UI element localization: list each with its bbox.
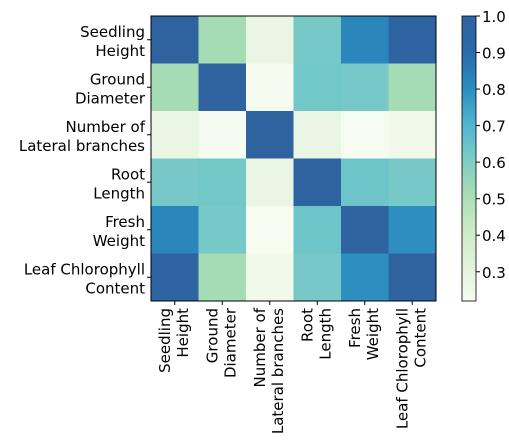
heatmap-cell	[151, 111, 199, 159]
heatmap-cell	[246, 253, 294, 302]
colorbar-tick-label: 0.4	[482, 227, 506, 245]
row-label: Root	[111, 165, 145, 183]
heatmap-cell	[388, 253, 437, 302]
column-label: Length	[316, 308, 334, 360]
heatmap-cell	[246, 16, 294, 64]
column-label: Lateral branches	[269, 308, 287, 434]
heatmap-cell	[293, 253, 342, 302]
row-label: Fresh	[105, 213, 145, 231]
heatmap-cell	[341, 16, 389, 64]
column-label: Root	[298, 308, 316, 342]
column-label: Diameter	[221, 307, 239, 378]
heatmap-cell	[388, 16, 437, 64]
column-label: Seedling	[156, 308, 174, 373]
row-label: Leaf Chlorophyll	[24, 260, 145, 278]
colorbar-tick-label: 0.8	[482, 81, 506, 99]
row-label: Ground	[90, 70, 145, 88]
heatmap-cell	[388, 111, 437, 159]
heatmap-cell	[246, 63, 294, 112]
heatmap-cell	[198, 111, 247, 159]
heatmap-cell	[198, 16, 247, 64]
heatmap-cell	[151, 253, 199, 302]
heatmap-cells	[151, 16, 437, 302]
row-label: Number of	[66, 118, 146, 136]
heatmap-cell	[341, 253, 389, 302]
colorbar-tick-label: 0.6	[482, 154, 506, 172]
heatmap-cell	[341, 206, 389, 254]
heatmap-cell	[293, 158, 342, 207]
row-label: Length	[93, 184, 145, 202]
heatmap-cell	[388, 63, 437, 112]
colorbar-ticks: 0.3 0.4 0.5 0.6 0.7 0.8 0.9 1.0	[476, 8, 506, 282]
heatmap-cell	[151, 63, 199, 112]
heatmap-cell	[198, 158, 247, 207]
heatmap-cell	[388, 158, 437, 207]
row-label: Seedling	[80, 23, 145, 41]
heatmap-cell	[151, 16, 199, 64]
colorbar-tick-label: 1.0	[482, 8, 506, 26]
heatmap-cell	[246, 206, 294, 254]
column-labels: Seedling Height Ground Diameter Number of Lat…	[156, 301, 429, 434]
heatmap-cell	[198, 253, 247, 302]
colorbar-tick-label: 0.5	[482, 191, 506, 209]
heatmap-cell	[293, 111, 342, 159]
column-label: Content	[411, 308, 429, 368]
column-label: Number of	[251, 307, 269, 387]
heatmap-cell	[246, 158, 294, 207]
heatmap-cell	[341, 111, 389, 159]
row-label: Weight	[93, 232, 145, 250]
row-label: Content	[85, 279, 145, 297]
heatmap-cell	[388, 206, 437, 254]
heatmap-cell	[246, 111, 294, 159]
row-label: Diameter	[75, 89, 146, 107]
column-label: Ground	[203, 308, 221, 363]
heatmap-cell	[151, 158, 199, 207]
row-label: Height	[95, 42, 145, 60]
heatmap-frame	[150, 15, 437, 302]
column-label: Weight	[364, 308, 382, 360]
heatmap-cell	[198, 63, 247, 112]
heatmap-cell	[341, 158, 389, 207]
heatmap-cell	[293, 206, 342, 254]
column-label: Fresh	[346, 308, 364, 348]
heatmap-cell	[293, 16, 342, 64]
heatmap-cell	[341, 63, 389, 112]
heatmap-cell	[198, 206, 247, 254]
column-label: Leaf Chlorophyll	[393, 308, 411, 429]
heatmap-cell	[151, 206, 199, 254]
colorbar-tick-label: 0.3	[482, 264, 506, 282]
colorbar	[461, 15, 477, 302]
colorbar-tick-label: 0.7	[482, 118, 506, 136]
heatmap-cell	[293, 63, 342, 112]
row-label: Lateral branches	[19, 137, 145, 155]
colorbar-tick-label: 0.9	[482, 45, 506, 63]
column-label: Height	[174, 308, 192, 358]
